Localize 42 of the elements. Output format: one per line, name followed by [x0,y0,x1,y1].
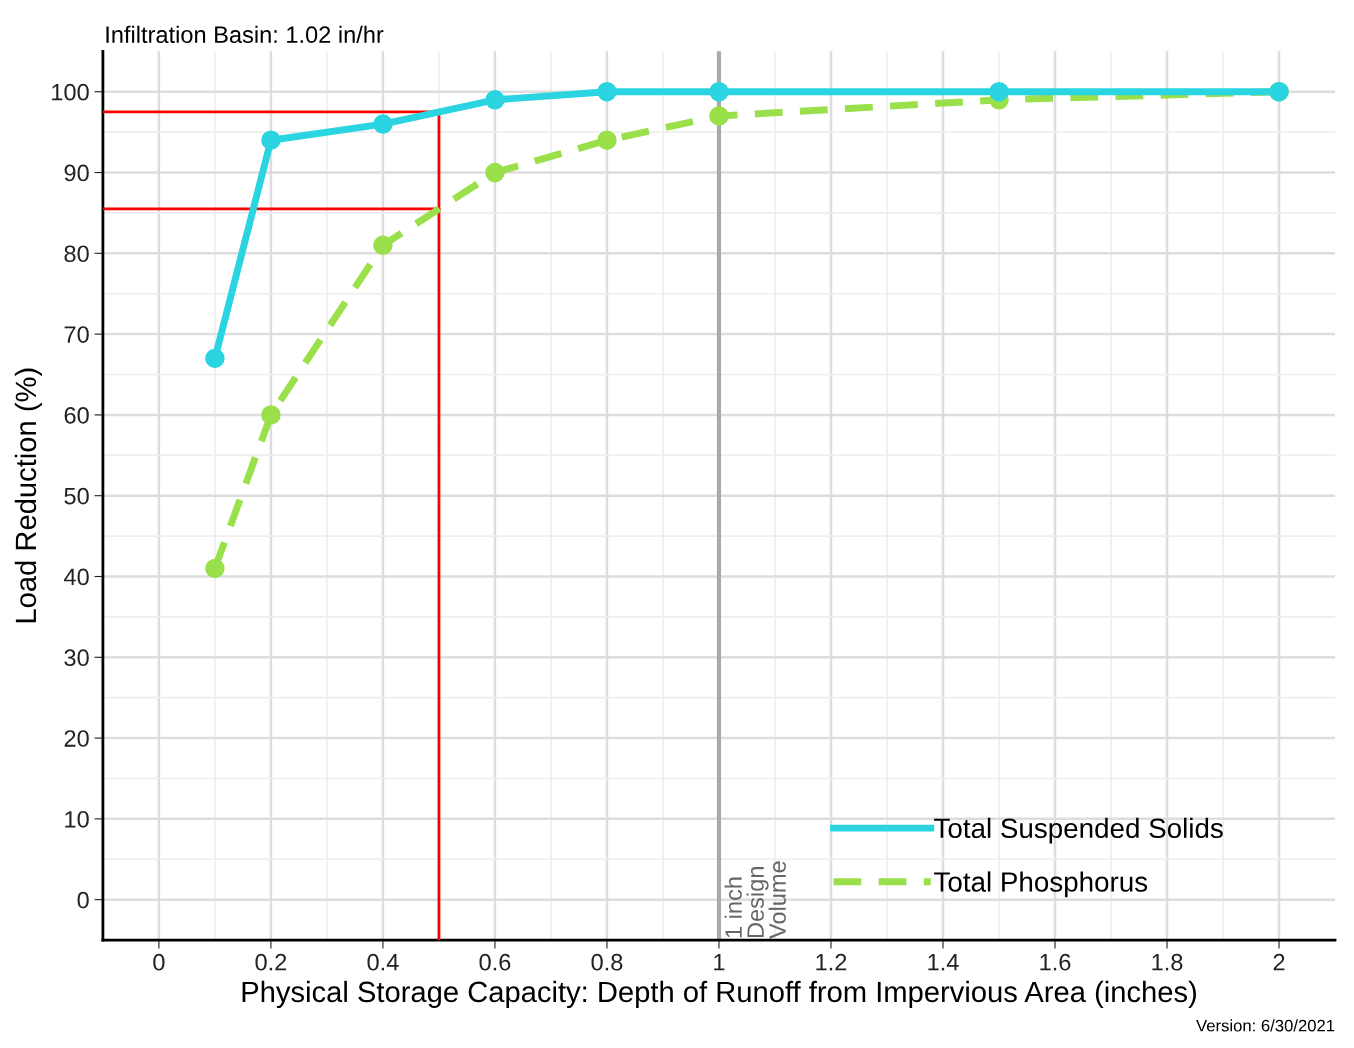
x-tick-label: 2 [1273,953,1285,971]
point [989,82,1009,102]
y-tick-label: 100 [52,83,89,101]
point [485,162,505,183]
point [597,82,617,102]
x-tick-label: 1.2 [816,953,847,971]
point [709,106,729,126]
text: Version: 6/30/2021 [1196,1019,1335,1032]
y-tick-label: 50 [64,487,89,505]
legend-label: Total Phosphorus [934,871,1148,898]
y-tick-label: 20 [64,730,89,747]
x-tick-label: 0.2 [255,953,287,971]
point [205,558,225,579]
x-tick-label: 0.8 [591,953,623,971]
point [261,130,281,150]
x-tick-label: 1 [714,954,725,971]
y-tick-label: 10 [65,810,89,828]
point [373,235,393,255]
x-tick-label: 0 [153,953,165,971]
point [373,114,393,134]
y-tick-label: 60 [64,406,89,424]
y-axis-title: Load Reduction (%) [14,368,42,623]
ref-line-label: 1 inch Design Volume [724,861,786,939]
x-tick-label: 1.8 [1152,953,1183,971]
point [597,130,617,150]
y-tick-label: 40 [63,568,89,586]
y-tick-label: 70 [64,326,89,343]
legend-label: Total Suspended Solids [934,817,1223,844]
point [205,348,225,369]
x-tick-label: 1.4 [928,954,959,971]
y-tick-label: 30 [64,649,89,667]
x-tick-label: 1.6 [1040,953,1071,971]
x-tick-label: 0.6 [479,953,511,971]
y-tick-label: 80 [64,245,89,263]
point [709,82,729,102]
x-axis-title: Physical Storage Capacity: Depth of Runoff from Impervious Area (inches) [242,980,1196,1008]
point [261,405,281,425]
point [485,90,505,110]
chart-title: Infiltration Basin: 1.02 in/hr [106,25,384,44]
y-tick-label: 0 [77,891,89,909]
x-tick-label: 0.4 [367,953,399,971]
y-tick-label: 90 [64,164,89,182]
